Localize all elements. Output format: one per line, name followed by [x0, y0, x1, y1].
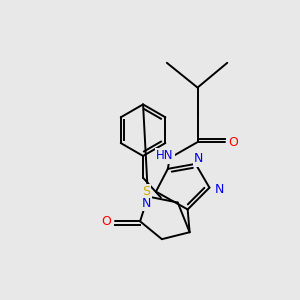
Text: N: N — [141, 197, 151, 210]
Text: S: S — [142, 185, 150, 198]
Text: N: N — [215, 183, 224, 196]
Text: N: N — [194, 152, 203, 165]
Text: O: O — [228, 136, 238, 148]
Text: HN: HN — [156, 149, 174, 162]
Text: O: O — [101, 215, 111, 228]
